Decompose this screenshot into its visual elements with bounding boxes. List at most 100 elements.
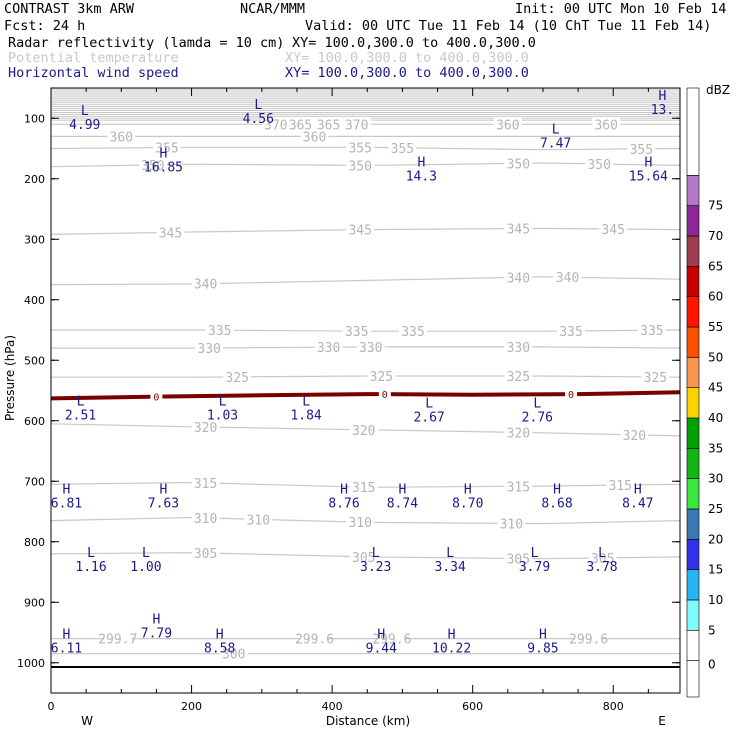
- wind-extremum-value: 4.99: [69, 118, 100, 133]
- x-tick-label: 600: [462, 700, 483, 713]
- colorbar-segment: [686, 87, 700, 176]
- wind-extremum-value: 8.68: [541, 496, 572, 511]
- theta-label-bg: [314, 117, 343, 131]
- wind-extremum: L3.79: [519, 546, 550, 575]
- wind-extremum-value: 6.11: [51, 642, 82, 657]
- org-label: NCAR/MMM: [240, 1, 306, 17]
- colorbar-segment: [686, 538, 700, 570]
- model-title: CONTRAST 3km ARW: [4, 1, 135, 17]
- theta-label-bg: [107, 129, 136, 143]
- wind-extremum: H9.85: [527, 628, 558, 657]
- freezing-level: 0 0 0: [50, 387, 681, 404]
- field2-name: Potential temperature: [8, 50, 179, 66]
- wind-extremum-value: 8.74: [387, 496, 418, 511]
- theta-contour-label: 305: [507, 552, 530, 567]
- y-axis-label: Pressure (hPa): [3, 335, 17, 421]
- theta-label-bg: [553, 270, 582, 284]
- theta-label-bg: [493, 117, 522, 131]
- theta-label-bg: [342, 117, 371, 131]
- wind-extremum-value: 1.03: [207, 409, 238, 424]
- wind-min-marker: L: [598, 546, 606, 561]
- theta-label-bg: [641, 369, 670, 383]
- wind-max-marker: H: [634, 482, 642, 497]
- theta-label-bg: [504, 339, 533, 353]
- colorbar-level-label: 15: [708, 563, 723, 577]
- colorbar: 0 5 10 15 20 25 30 35 40 45 50 55 60 65 70 75: [686, 87, 723, 698]
- theta-label-bg: [557, 323, 586, 337]
- freezing-label-bg: [565, 387, 578, 401]
- theta-label-bg: [346, 515, 375, 529]
- wind-min-marker: L: [372, 546, 380, 561]
- colorbar-level-label: 10: [708, 593, 723, 607]
- theta-label-bg: [314, 340, 343, 354]
- theta-label-bg: [346, 140, 375, 154]
- theta-contour-label: 335: [401, 325, 424, 340]
- wind-extremum: H8.47: [622, 482, 653, 511]
- field2-xy: XY= 100.0,300.0 to 400.0,300.0: [285, 50, 529, 66]
- y-tick-label: 300: [24, 233, 45, 246]
- wind-extremum-value: 13.: [651, 103, 674, 118]
- theta-contour-label: 345: [601, 223, 624, 238]
- x-tick-label: 800: [603, 700, 624, 713]
- wind-extremum: L1.16: [75, 546, 106, 575]
- colorbar-level-label: 25: [708, 502, 723, 516]
- wind-extremum: H8.76: [328, 482, 359, 511]
- theta-label-bg: [346, 158, 375, 172]
- wind-extremum-value: 4.56: [243, 112, 274, 127]
- theta-contour-label: 315: [352, 481, 375, 496]
- field1-name: Radar reflectivity (lamda = 10 cm): [8, 35, 285, 51]
- theta-label-bg: [585, 157, 614, 171]
- theta-label-bg: [156, 225, 185, 239]
- colorbar-unit: dBZ: [706, 83, 730, 97]
- theta-contour-label: 355: [155, 142, 178, 157]
- wind-extremum-value: 2.67: [413, 410, 444, 425]
- theta-label-bg: [606, 478, 635, 492]
- freezing-level-label: 0: [153, 393, 159, 404]
- wind-extremum-value: 6.81: [51, 496, 82, 511]
- theta-contour-label: 300: [222, 648, 245, 663]
- theta-label-bg: [191, 420, 220, 434]
- colorbar-segment: [686, 478, 700, 510]
- theta-label-bg: [637, 323, 666, 337]
- theta-label-bg: [627, 141, 656, 155]
- wind-extremum-value: 3.34: [435, 560, 466, 575]
- wind-extremum: H10.22: [432, 628, 471, 657]
- theta-label-bg: [349, 480, 378, 494]
- wind-min-marker: L: [531, 546, 539, 561]
- theta-contour-label: 325: [370, 370, 393, 385]
- theta-contour-label: 299.6: [372, 633, 411, 648]
- theta-contour-label: 310: [247, 513, 270, 528]
- theta-contour-label: 350: [587, 158, 610, 173]
- colorbar-level-label: 30: [708, 472, 723, 486]
- forecast-hour: Fcst: 24 h: [4, 18, 86, 34]
- y-tick-label: 500: [24, 354, 45, 367]
- wind-extremum: L3.34: [435, 546, 466, 575]
- theta-contour-label: 345: [348, 224, 371, 239]
- y-tick-label: 800: [24, 536, 45, 549]
- colorbar-segment: [686, 205, 700, 237]
- theta-contour-label: 299.6: [569, 633, 608, 648]
- theta-label-bg: [191, 475, 220, 489]
- wind-extremum-value: 7.79: [141, 626, 172, 641]
- theta-contour-label: 330: [197, 342, 220, 357]
- theta-label-bg: [504, 270, 533, 284]
- theta-contour-label: 315: [507, 480, 530, 495]
- theta-contour-label: 360: [496, 118, 519, 133]
- theta-contour-label: 355: [391, 142, 414, 157]
- x-tick-label: 0: [48, 700, 55, 713]
- wind-max-marker: H: [553, 482, 561, 497]
- theta-label-bg: [592, 117, 621, 131]
- wind-extremum-value: 16.85: [144, 161, 183, 176]
- colorbar-segment: [686, 569, 700, 601]
- theta-label-bg: [356, 339, 385, 353]
- x-right-end-label: E: [658, 714, 666, 728]
- theta-label-bg: [342, 324, 371, 338]
- valid-time: Valid: 00 UTC Tue 11 Feb 14 (10 ChT Tue …: [305, 18, 712, 34]
- y-tick-label: 700: [24, 475, 45, 488]
- theta-contour-label: 299.7: [98, 633, 137, 648]
- wind-extremum: H6.81: [51, 482, 82, 511]
- wind-extremum: L3.23: [360, 546, 391, 575]
- plot-frame: [50, 87, 681, 694]
